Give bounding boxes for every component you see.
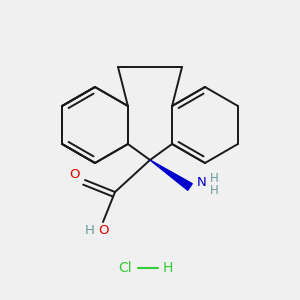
Text: O: O xyxy=(98,224,109,236)
Text: H: H xyxy=(163,261,173,275)
Text: N: N xyxy=(197,176,207,190)
Text: H: H xyxy=(210,184,218,196)
Text: H: H xyxy=(210,172,218,184)
Polygon shape xyxy=(150,160,192,190)
Text: H: H xyxy=(85,224,95,236)
Text: Cl: Cl xyxy=(118,261,132,275)
Text: O: O xyxy=(70,169,80,182)
